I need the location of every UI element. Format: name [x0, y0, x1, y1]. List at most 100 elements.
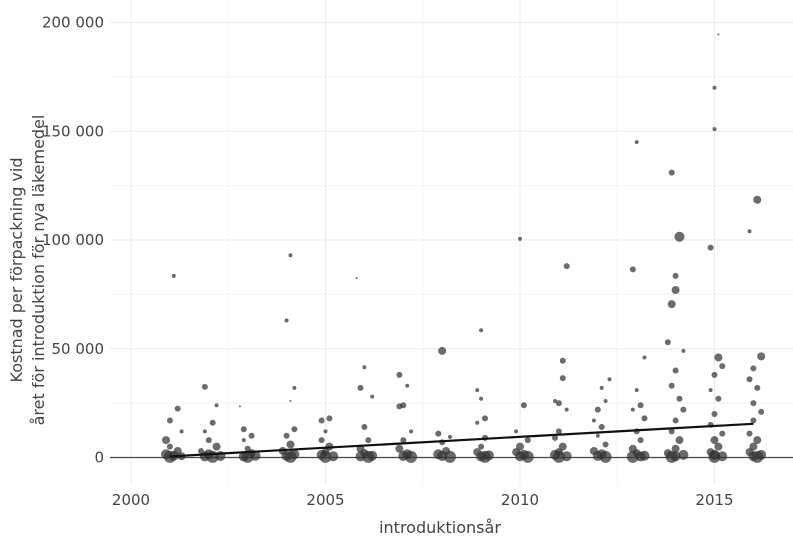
data-point — [715, 395, 722, 402]
data-point — [668, 428, 675, 435]
data-point — [599, 450, 612, 463]
data-point — [671, 286, 680, 295]
data-point — [668, 169, 675, 176]
data-point — [626, 450, 639, 463]
data-point — [552, 434, 559, 441]
data-point — [520, 402, 527, 409]
data-point — [174, 405, 181, 412]
data-point — [361, 424, 368, 431]
data-point — [435, 430, 442, 437]
data-point — [710, 436, 719, 445]
data-point — [637, 437, 644, 444]
data-point — [475, 388, 480, 393]
data-point — [166, 443, 173, 450]
data-point — [284, 450, 297, 463]
data-point — [202, 429, 207, 434]
data-point — [478, 450, 491, 463]
data-point — [212, 442, 221, 451]
data-point — [758, 408, 765, 415]
data-point — [475, 420, 480, 425]
data-point — [552, 450, 565, 463]
data-point — [400, 437, 407, 444]
data-point — [675, 436, 684, 445]
trend-line-group — [169, 422, 754, 458]
data-point — [668, 382, 675, 389]
data-point — [671, 444, 680, 453]
data-point — [286, 440, 295, 449]
data-point — [750, 417, 757, 424]
data-point — [518, 236, 522, 241]
data-point — [676, 395, 683, 402]
data-point — [206, 450, 219, 463]
data-point — [714, 442, 723, 451]
data-point — [753, 195, 762, 204]
y-tick-label: 200 000 — [42, 14, 104, 32]
data-point — [443, 450, 456, 463]
y-axis-title-line-1: Kostnad per förpackning vid — [7, 157, 26, 382]
data-point — [283, 432, 290, 439]
data-point — [754, 384, 761, 391]
data-point — [357, 384, 364, 391]
data-point — [241, 438, 246, 443]
data-point — [241, 450, 254, 463]
data-point — [711, 371, 718, 378]
x-tick-label: 2015 — [695, 491, 733, 509]
data-point — [717, 33, 720, 36]
grid — [110, 0, 793, 484]
data-point — [166, 417, 173, 424]
data-point — [672, 417, 679, 424]
data-point — [634, 140, 639, 145]
data-point — [629, 266, 636, 273]
y-axis-title-line-2: året för introduktion för nya läkemedel — [29, 115, 48, 426]
data-point — [607, 377, 612, 382]
data-point — [405, 383, 410, 388]
data-point — [370, 394, 375, 399]
data-point — [521, 450, 534, 463]
data-point — [395, 444, 404, 453]
y-tick-label: 50 000 — [52, 340, 105, 358]
data-point — [602, 441, 609, 448]
data-point — [707, 244, 714, 251]
data-point — [714, 353, 723, 362]
data-point — [238, 405, 241, 408]
data-point — [288, 253, 293, 258]
data-point — [163, 450, 176, 463]
data-point — [240, 426, 247, 433]
data-point — [248, 432, 255, 439]
y-tick-label: 0 — [94, 449, 104, 467]
data-point — [712, 85, 717, 90]
data-point — [630, 407, 635, 412]
data-point — [291, 426, 298, 433]
data-point — [711, 411, 718, 417]
data-point — [284, 318, 289, 323]
data-point — [563, 263, 570, 270]
data-point — [672, 367, 679, 374]
data-point — [712, 127, 717, 132]
data-point — [747, 229, 752, 234]
x-tick-label: 2000 — [112, 491, 150, 509]
data-point — [591, 418, 596, 423]
data-point — [396, 403, 403, 410]
y-tick-label: 150 000 — [42, 122, 104, 140]
data-point — [665, 450, 678, 463]
data-point — [318, 437, 325, 444]
data-point — [599, 385, 604, 390]
data-point — [559, 357, 566, 364]
data-point — [405, 450, 418, 463]
data-point — [214, 403, 219, 408]
data-point — [555, 400, 562, 407]
data-point — [514, 429, 519, 434]
data-point — [326, 415, 333, 422]
data-point — [642, 355, 647, 360]
data-point — [179, 429, 184, 434]
data-point — [637, 402, 644, 409]
data-point — [524, 437, 531, 444]
data-point — [641, 415, 648, 422]
data-point — [479, 396, 484, 401]
data-point — [719, 430, 726, 437]
data-point — [753, 436, 762, 445]
data-point — [162, 436, 171, 445]
data-point — [678, 449, 689, 460]
data-point — [478, 443, 485, 450]
